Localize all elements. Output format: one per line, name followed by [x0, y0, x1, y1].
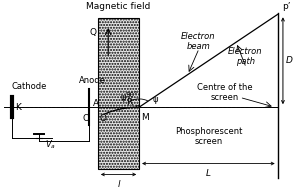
Text: p’: p’: [282, 2, 291, 11]
Text: Q: Q: [89, 28, 96, 37]
Text: l: l: [117, 180, 120, 189]
Text: $V_a$: $V_a$: [46, 139, 57, 151]
Text: O: O: [99, 114, 106, 123]
Text: Electron
beam: Electron beam: [181, 32, 215, 51]
Text: O: O: [83, 114, 90, 123]
Text: M: M: [141, 113, 148, 122]
Text: Magnetic field: Magnetic field: [86, 2, 151, 11]
Text: Phosphorescent
screen: Phosphorescent screen: [175, 127, 242, 146]
Text: D: D: [285, 56, 292, 65]
Text: A: A: [93, 99, 99, 108]
Text: Cathode: Cathode: [11, 82, 46, 91]
Text: Anode: Anode: [78, 76, 105, 85]
Text: L: L: [206, 169, 211, 178]
Text: Electron
path: Electron path: [228, 47, 263, 66]
Text: ψ: ψ: [120, 93, 126, 102]
Bar: [98, 18, 139, 169]
Text: Centre of the
screen: Centre of the screen: [197, 83, 252, 102]
Text: K: K: [15, 103, 21, 112]
Text: ψ: ψ: [152, 96, 158, 104]
Text: 90°: 90°: [126, 92, 138, 98]
Text: R: R: [126, 98, 132, 107]
